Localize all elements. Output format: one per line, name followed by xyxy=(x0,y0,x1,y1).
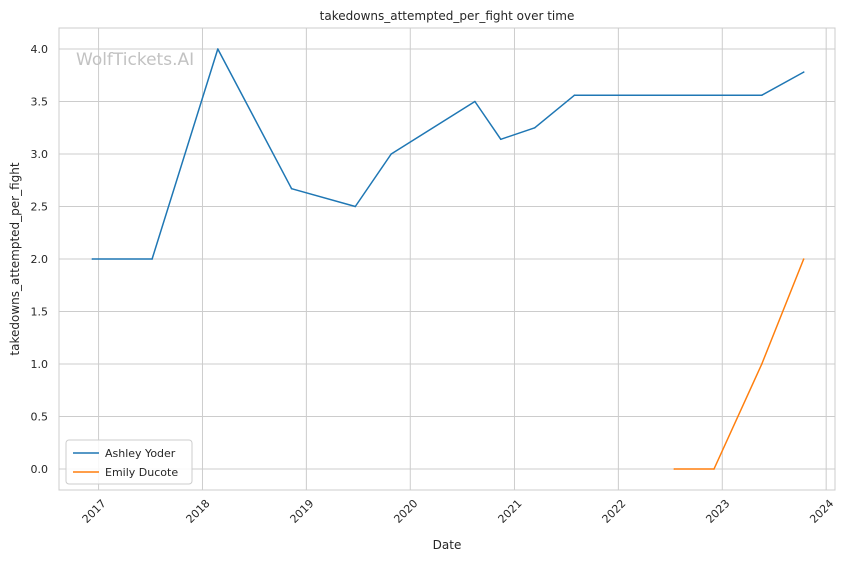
x-tick-label: 2020 xyxy=(391,497,420,526)
data-point-emily-ducote xyxy=(802,258,805,260)
legend: Ashley Yoder Emily Ducote xyxy=(65,439,193,485)
x-tick-label: 2019 xyxy=(288,497,317,526)
series-line-emily-ducote xyxy=(674,258,805,470)
legend-box xyxy=(65,439,193,485)
data-point-ashley-yoder xyxy=(474,100,476,103)
y-tick-label: 4.0 xyxy=(31,43,49,56)
y-tick-label: 2.5 xyxy=(31,201,49,214)
x-axis-ticks: 2017 2018 2019 2020 2021 2022 2023 2024 xyxy=(80,497,837,526)
chart-title: takedowns_attempted_per_fight over time xyxy=(320,9,575,23)
data-point-ashley-yoder xyxy=(290,187,293,190)
y-tick-label: 1.0 xyxy=(31,358,49,371)
series-layer xyxy=(91,48,805,470)
data-point-emily-ducote xyxy=(713,468,715,470)
x-axis-label: Date xyxy=(433,538,462,552)
data-point-emily-ducote xyxy=(761,363,763,365)
legend-label-emily-ducote: Emily Ducote xyxy=(105,466,178,479)
x-tick-label: 2024 xyxy=(807,497,836,526)
x-tick-label: 2021 xyxy=(496,497,525,526)
y-tick-label: 0.0 xyxy=(31,463,49,476)
data-point-ashley-yoder xyxy=(390,153,393,155)
data-point-ashley-yoder xyxy=(151,258,153,260)
x-tick-label: 2018 xyxy=(184,497,213,526)
data-point-emily-ducote xyxy=(673,468,675,470)
y-tick-label: 3.5 xyxy=(31,96,49,109)
data-point-ashley-yoder xyxy=(761,94,763,96)
y-tick-label: 0.5 xyxy=(31,411,49,424)
data-point-ashley-yoder xyxy=(802,71,805,73)
y-tick-label: 3.0 xyxy=(31,148,49,161)
y-axis-ticks: 0.0 0.5 1.0 1.5 2.0 2.5 3.0 3.5 4.0 xyxy=(31,43,49,476)
x-tick-label: 2022 xyxy=(599,497,628,526)
data-point-ashley-yoder xyxy=(500,138,502,141)
data-point-ashley-yoder xyxy=(354,205,357,208)
x-tick-label: 2023 xyxy=(703,497,732,526)
y-tick-label: 2.0 xyxy=(31,253,49,266)
x-tick-label: 2017 xyxy=(80,497,109,526)
data-point-ashley-yoder xyxy=(217,48,219,50)
y-axis-label: takedowns_attempted_per_fight xyxy=(8,162,22,355)
watermark: WolfTickets.AI xyxy=(76,50,194,70)
data-point-ashley-yoder xyxy=(573,94,576,96)
series-line-ashley-yoder xyxy=(92,48,805,260)
y-tick-label: 1.5 xyxy=(31,306,49,319)
data-point-ashley-yoder xyxy=(91,258,94,260)
legend-label-ashley-yoder: Ashley Yoder xyxy=(105,447,176,460)
data-point-ashley-yoder xyxy=(533,127,536,129)
